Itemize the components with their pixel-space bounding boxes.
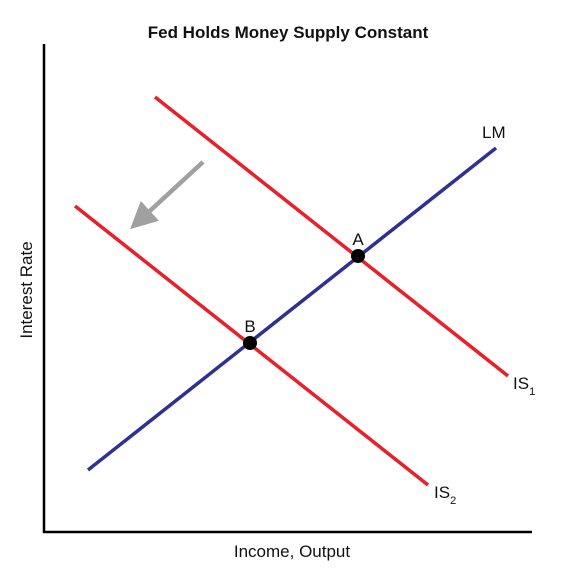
is1-label-subscript: 1: [529, 386, 535, 398]
shift-arrow-icon: [130, 160, 205, 230]
is1-label: IS1: [513, 374, 535, 398]
lm-label: LM: [482, 123, 506, 142]
is2-label: IS2: [434, 483, 456, 507]
point-a-dot: [351, 249, 365, 263]
diagram-title: Fed Holds Money Supply Constant: [148, 23, 429, 42]
point-b-dot: [243, 336, 257, 350]
point-a-label: A: [352, 230, 364, 249]
is2-label-main: IS: [434, 483, 450, 502]
lm-curve: [86, 146, 498, 472]
x-axis-label: Income, Output: [234, 542, 351, 561]
is1-label-main: IS: [513, 374, 529, 393]
y-axis-label: Interest Rate: [17, 241, 36, 338]
is1-curve: [153, 95, 510, 378]
is2-label-subscript: 2: [450, 495, 456, 507]
point-b-label: B: [244, 317, 255, 336]
